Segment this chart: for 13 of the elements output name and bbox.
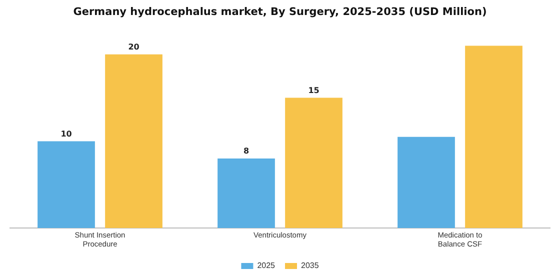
- chart-title: Germany hydrocephalus market, By Surgery, 2025-2035 (USD Million): [73, 6, 487, 18]
- bar: [285, 98, 342, 228]
- data-label: 10: [60, 129, 72, 138]
- bar: [105, 54, 162, 228]
- legend-label: 2025: [257, 261, 276, 270]
- bar: [398, 136, 455, 228]
- bar: [465, 46, 522, 228]
- data-label: 8: [243, 146, 250, 156]
- legend-label: 2035: [301, 261, 320, 270]
- bar: [218, 158, 275, 228]
- bar: [38, 141, 95, 228]
- data-label: 15: [308, 86, 320, 95]
- data-label: 20: [128, 42, 140, 52]
